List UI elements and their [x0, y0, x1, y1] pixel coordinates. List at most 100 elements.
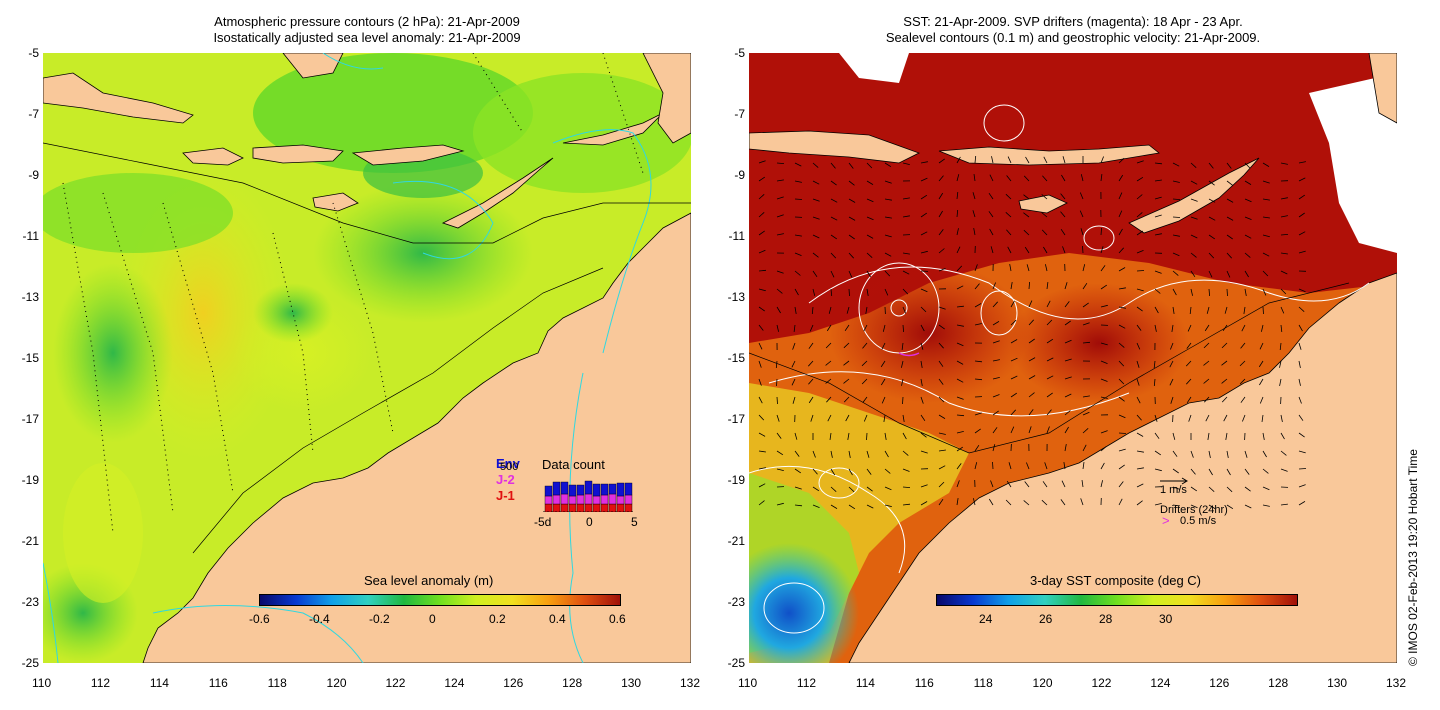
- velocity-arrow: [1100, 462, 1105, 470]
- data-count-bar: [624, 482, 633, 496]
- velocity-arrow: [956, 324, 964, 327]
- velocity-arrow: [1136, 194, 1143, 200]
- velocity-arrow: [1064, 444, 1067, 452]
- sla-colorbar-tick: -0.4: [309, 612, 330, 626]
- velocity-arrow: [1242, 414, 1246, 422]
- velocity-arrow: [1023, 500, 1030, 506]
- velocity-arrow: [1208, 234, 1216, 240]
- velocity-arrow: [1224, 306, 1228, 314]
- velocity-arrow: [1259, 342, 1264, 350]
- velocity-arrow: [974, 155, 977, 164]
- velocity-arrow: [1172, 504, 1180, 507]
- velocity-arrow: [758, 306, 765, 312]
- velocity-arrow: [812, 180, 820, 185]
- velocity-arrow: [794, 504, 803, 507]
- velocity-arrow: [938, 342, 944, 349]
- velocity-arrow: [1028, 357, 1036, 362]
- velocity-arrow: [884, 486, 892, 491]
- velocity-arrow: [1208, 504, 1216, 509]
- velocity-arrow: [794, 252, 802, 256]
- velocity-arrow: [830, 180, 837, 186]
- velocity-arrow: [863, 324, 868, 332]
- velocity-arrow: [1118, 360, 1125, 367]
- right-x-tick: 128: [1268, 676, 1289, 690]
- velocity-arrow: [1082, 282, 1088, 290]
- velocity-arrow: [1186, 396, 1192, 404]
- velocity-arrow: [1226, 450, 1229, 458]
- velocity-arrow: [1136, 176, 1144, 182]
- velocity-arrow: [1006, 229, 1012, 236]
- sumba-land: [312, 192, 359, 212]
- velocity-arrow: [1207, 432, 1210, 440]
- velocity-arrow: [974, 378, 983, 381]
- right-x-tick: 124: [1150, 676, 1171, 690]
- velocity-arrow: [1239, 378, 1246, 385]
- velocity-arrow: [1136, 500, 1143, 506]
- velocity-arrow: [1046, 426, 1050, 434]
- velocity-arrow: [902, 215, 910, 218]
- velocity-arrow: [1206, 306, 1210, 314]
- velocity-arrow: [1226, 504, 1234, 510]
- right-x-tick: 132: [1386, 676, 1407, 690]
- velocity-arrow: [1082, 302, 1089, 308]
- velocity-arrow: [1280, 306, 1285, 314]
- velocity-arrow: [1136, 467, 1144, 470]
- velocity-arrow: [974, 264, 978, 272]
- velocity-arrow: [776, 196, 784, 200]
- right-title-line1: SST: 21-Apr-2009. SVP drifters (magenta)…: [903, 14, 1243, 29]
- velocity-arrow: [1118, 247, 1124, 254]
- velocity-arrow: [758, 414, 765, 421]
- velocity-arrow: [1169, 360, 1174, 368]
- velocity-arrow: [974, 323, 982, 326]
- velocity-arrow: [920, 250, 928, 254]
- velocity-arrow: [1280, 414, 1283, 422]
- velocity-arrow: [1280, 234, 1289, 236]
- velocity-arrow: [1280, 252, 1288, 255]
- velocity-arrow: [848, 216, 856, 221]
- velocity-arrow: [1010, 426, 1015, 434]
- velocity-arrow: [1298, 378, 1301, 386]
- velocity-arrow: [1221, 396, 1228, 403]
- velocity-arrow: [1061, 174, 1066, 182]
- velocity-arrow: [776, 306, 781, 314]
- velocity-arrow: [938, 360, 944, 367]
- left-x-tick: 130: [621, 676, 642, 690]
- data-count-bar: [592, 495, 601, 505]
- velocity-arrow: [1043, 246, 1048, 254]
- right-title-line2: Sealevel contours (0.1 m) and geostrophi…: [885, 30, 1261, 45]
- velocity-arrow: [1082, 245, 1084, 254]
- velocity-arrow: [956, 378, 964, 383]
- velocity-arrow: [1009, 264, 1012, 272]
- velocity-arrow: [938, 481, 945, 488]
- velocity-arrow: [1154, 468, 1162, 472]
- velocity-arrow: [1154, 270, 1162, 274]
- velocity-arrow: [1064, 301, 1070, 308]
- velocity-arrow: [938, 229, 944, 236]
- velocity-arrow: [758, 249, 766, 254]
- velocity-arrow: [884, 252, 892, 257]
- velocity-arrow: [776, 396, 778, 405]
- sumbawa-land: [252, 144, 344, 164]
- velocity-arrow: [812, 234, 820, 239]
- velocity-arrow: [920, 194, 928, 200]
- velocity-arrow: [1136, 288, 1144, 292]
- bali-lombok-land: [182, 147, 244, 166]
- right-x-tick: 112: [796, 676, 817, 690]
- velocity-arrow: [758, 212, 765, 218]
- velocity-arrow: [1046, 282, 1049, 290]
- velocity-arrow: [1118, 267, 1126, 272]
- velocity-arrow: [1082, 341, 1091, 344]
- velocity-arrow: [1172, 486, 1180, 490]
- velocity-arrow: [1046, 338, 1054, 344]
- velocity-arrow: [1136, 483, 1144, 488]
- velocity-arrow: [1136, 450, 1144, 453]
- velocity-arrow: [1154, 306, 1159, 314]
- velocity-arrow: [1046, 375, 1054, 380]
- data-count-bar: [624, 503, 633, 512]
- right-x-tick: 114: [855, 676, 875, 690]
- velocity-arrow: [902, 197, 910, 200]
- velocity-arrow: [1240, 342, 1246, 349]
- velocity-arrow: [1064, 393, 1072, 398]
- velocity-arrow: [902, 432, 907, 440]
- velocity-arrow: [988, 211, 994, 218]
